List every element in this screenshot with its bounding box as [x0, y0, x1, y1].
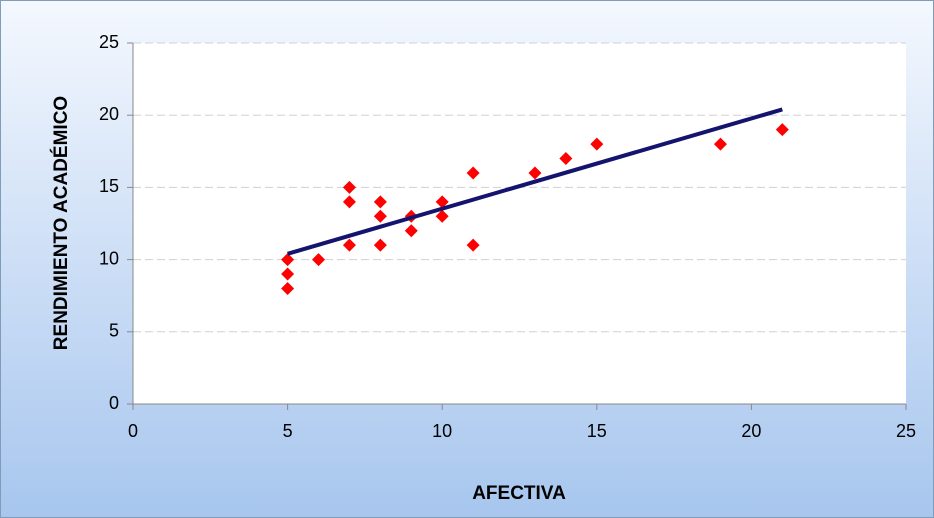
y-tick-label: 20	[99, 104, 119, 124]
point	[404, 224, 418, 238]
y-axis-title: RENDIMIENTO ACADÉMICO	[50, 96, 72, 350]
point	[435, 209, 449, 223]
point	[312, 253, 326, 267]
point	[373, 209, 387, 223]
point	[342, 238, 356, 252]
x-tick-label: 15	[587, 421, 607, 441]
point	[528, 166, 542, 180]
x-tick-label: 5	[283, 421, 293, 441]
point	[466, 166, 480, 180]
point	[342, 195, 356, 209]
y-tick-label: 5	[109, 321, 119, 341]
point	[281, 253, 295, 267]
point	[713, 137, 727, 151]
point	[466, 238, 480, 252]
point	[373, 238, 387, 252]
point	[559, 152, 573, 166]
trendline	[287, 107, 783, 256]
x-axis-title: AFECTIVA	[472, 483, 566, 504]
y-tick-label: 0	[109, 393, 119, 413]
x-tick-label: 20	[741, 421, 761, 441]
point	[435, 195, 449, 209]
point	[590, 137, 604, 151]
y-tick-label: 10	[99, 248, 119, 268]
x-tick-label: 10	[432, 421, 452, 441]
y-tick-label: 25	[99, 32, 119, 52]
x-tick-label: 25	[896, 421, 916, 441]
x-tick-label: 0	[128, 421, 138, 441]
point	[281, 267, 295, 281]
y-tick-label: 15	[99, 176, 119, 196]
point	[342, 180, 356, 194]
point	[775, 123, 789, 137]
point	[373, 195, 387, 209]
point	[281, 281, 295, 295]
plot-area	[133, 43, 906, 404]
